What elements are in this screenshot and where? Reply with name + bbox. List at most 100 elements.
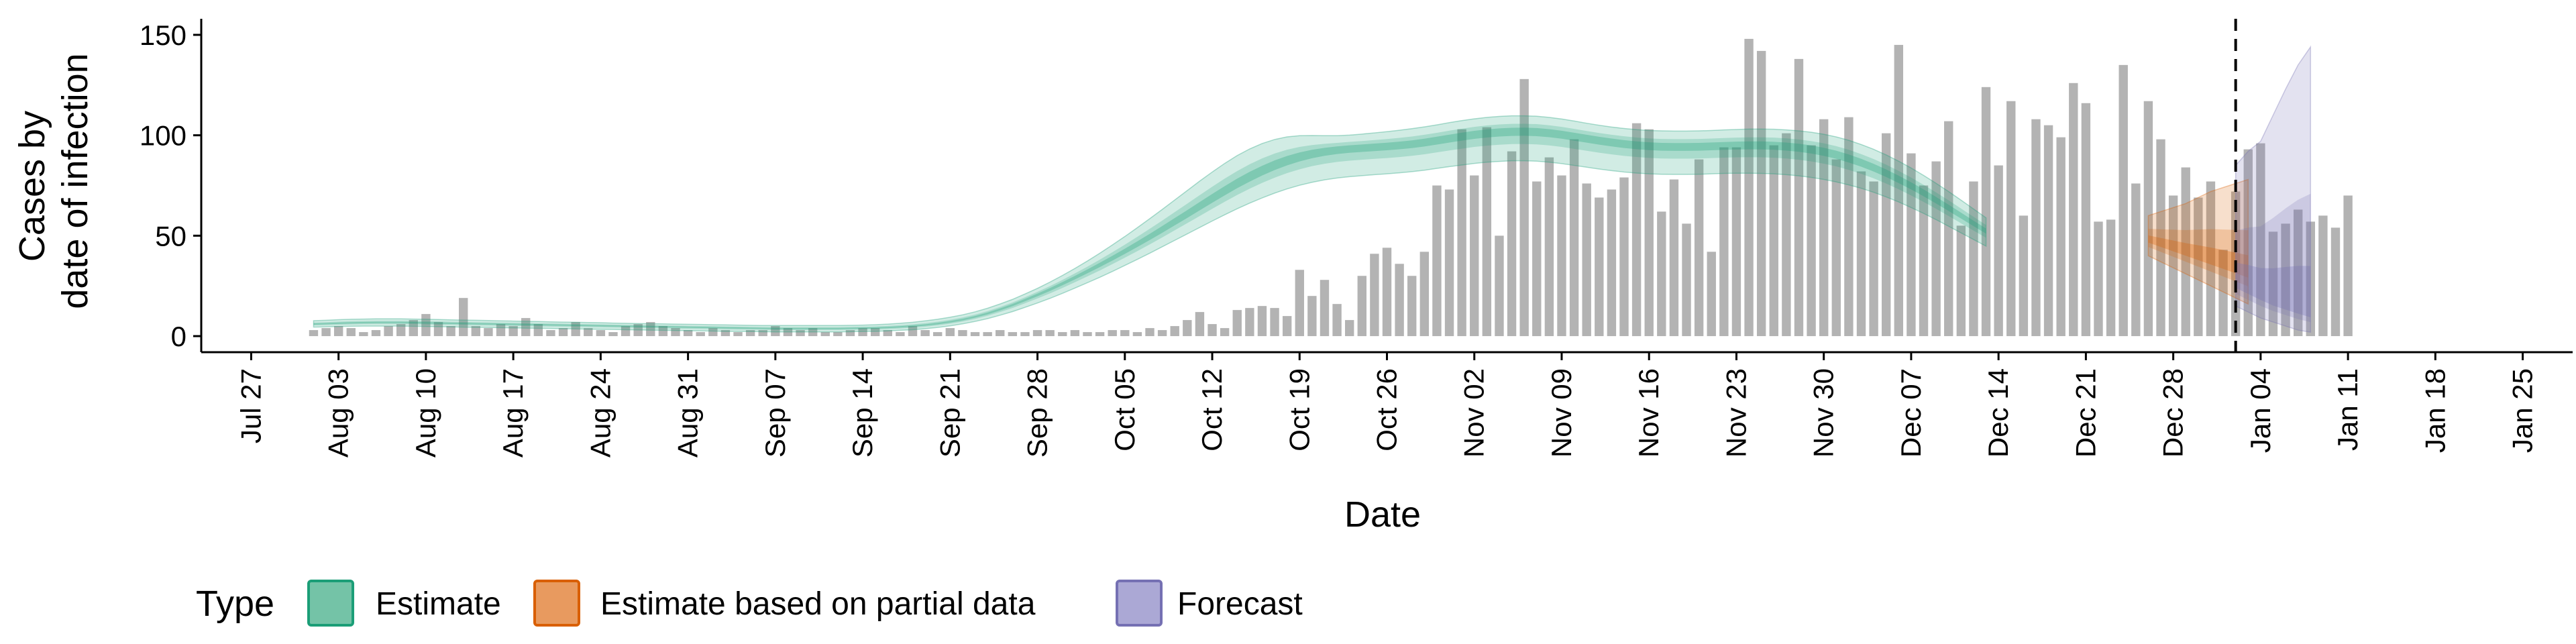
case-bar (584, 328, 593, 337)
case-bar (1856, 171, 1866, 337)
case-bar (371, 330, 381, 337)
case-bar (2218, 250, 2228, 337)
case-bar (1070, 330, 1080, 337)
case-bar (1981, 87, 1991, 337)
case-bar (1844, 117, 1854, 337)
x-tick-label: Aug 17 (497, 368, 529, 458)
x-tick-label: Jul 27 (235, 368, 266, 443)
case-bar (508, 326, 518, 337)
case-bar (1407, 276, 1417, 337)
case-bar (1257, 306, 1267, 337)
case-bar (1083, 332, 1092, 337)
case-bar (845, 330, 855, 337)
case-bar (696, 332, 705, 337)
case-bar (484, 328, 493, 337)
case-bar (1669, 179, 1679, 337)
case-bar (783, 328, 793, 337)
case-bar (708, 328, 718, 337)
case-bar (808, 328, 818, 337)
x-tick-label: Aug 31 (672, 368, 704, 458)
legend: Type Estimate Estimate based on partial d… (196, 580, 1303, 627)
y-axis-title: Cases by date of infection (12, 53, 95, 309)
case-bar (1032, 330, 1042, 337)
case-bar (1707, 252, 1716, 337)
case-bar (1694, 159, 1704, 337)
case-bar (1357, 276, 1366, 337)
forecast-band-50 (2235, 193, 2311, 323)
case-bar (983, 332, 992, 337)
case-bar (1419, 252, 1430, 337)
case-bar (1444, 189, 1454, 337)
x-tick-label: Sep 21 (934, 368, 965, 458)
case-bar (745, 330, 755, 337)
case-bar (596, 330, 606, 337)
case-bar (1232, 310, 1242, 337)
case-bar (2206, 181, 2216, 337)
case-bar (2031, 119, 2041, 337)
case-bar (920, 330, 930, 337)
case-bar (1931, 161, 1941, 337)
case-bar (883, 330, 892, 337)
case-bar (1756, 50, 1766, 337)
case-bar (1295, 270, 1304, 337)
case-bar (333, 326, 343, 337)
case-bar (1020, 332, 1030, 337)
case-bar (1282, 316, 1292, 337)
case-bar (309, 330, 319, 337)
case-bar (683, 330, 693, 337)
y-axis-title-line-2: date of infection (55, 53, 95, 309)
case-bar (2143, 101, 2153, 337)
estimate-band-50 (313, 123, 1986, 330)
case-bar (658, 326, 668, 337)
case-bar (733, 332, 743, 337)
case-bar (2318, 215, 2328, 337)
case-bar (1819, 119, 1829, 337)
x-tick-label: Sep 14 (847, 368, 878, 458)
legend-label-forecast: Forecast (1177, 586, 1303, 622)
case-bar (2131, 183, 2141, 337)
case-bar (471, 326, 481, 337)
x-tick-label: Aug 10 (410, 368, 441, 458)
estimate-based-on-partial-data-band-20 (2148, 235, 2249, 278)
case-bar (1657, 211, 1666, 337)
case-bar (2256, 143, 2265, 337)
case-bar (1994, 165, 2003, 337)
case-bar (409, 320, 418, 337)
case-bar (945, 328, 955, 337)
case-bar (1769, 145, 1778, 337)
x-tick-label: Nov 23 (1720, 368, 1752, 458)
case-bar (1944, 121, 1953, 337)
case-bar (621, 326, 631, 337)
case-bar (646, 322, 655, 337)
case-bar (1882, 133, 1891, 337)
case-bar (1245, 308, 1254, 337)
case-bar (1395, 264, 1404, 337)
x-tick-label: Oct 26 (1371, 368, 1403, 451)
x-tick-label: Jan 04 (2245, 368, 2276, 453)
x-tick-label: Dec 14 (1982, 368, 2014, 458)
case-bar (2006, 101, 2016, 337)
case-bar (970, 332, 980, 337)
case-bar (1719, 147, 1729, 337)
case-bar (1782, 133, 1791, 337)
case-bar (1320, 280, 1330, 337)
case-bar (2168, 195, 2178, 337)
case-bars (309, 38, 2353, 337)
case-bar (1045, 330, 1055, 337)
case-bar (359, 332, 368, 337)
estimate-band-90 (313, 115, 1987, 333)
legend-items: Estimate Estimate based on partial data Fo… (307, 580, 1303, 627)
case-bar (1095, 332, 1105, 337)
case-bar (546, 330, 555, 337)
case-bar (1132, 332, 1142, 337)
x-tick-label: Jan 25 (2507, 368, 2538, 453)
case-bar (720, 330, 731, 337)
x-axis-title: Date (1344, 494, 1421, 535)
case-bar (1195, 312, 1205, 337)
case-bar (1969, 181, 1978, 337)
estimate-band-20 (313, 127, 1986, 329)
case-bar (833, 332, 843, 337)
x-tick-label: Nov 09 (1546, 368, 1577, 458)
case-bar (1120, 330, 1130, 337)
case-bar (1907, 153, 1916, 337)
